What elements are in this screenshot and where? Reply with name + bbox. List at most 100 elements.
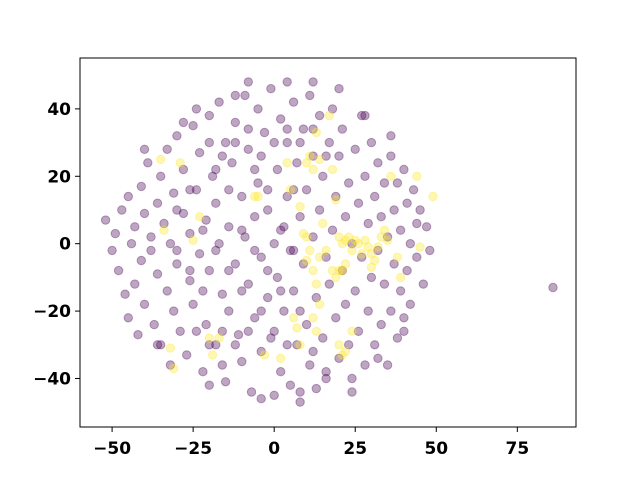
data-point-class-1 (311, 127, 321, 138)
data-point-class-0 (405, 299, 415, 309)
data-point-class-0 (185, 185, 195, 195)
data-point-class-0 (214, 97, 224, 107)
data-point-class-1 (301, 232, 312, 242)
data-point-class-0 (308, 124, 318, 134)
data-point-class-0 (389, 205, 399, 215)
data-point-class-1 (308, 164, 318, 175)
data-point-class-1 (321, 245, 331, 256)
data-point-class-0 (382, 360, 393, 370)
data-point-class-0 (386, 306, 396, 316)
scatter-points (100, 77, 558, 407)
data-point-class-0 (386, 131, 396, 141)
plot-frame (79, 57, 577, 428)
data-point-class-0 (425, 245, 435, 256)
data-point-class-0 (240, 90, 250, 101)
data-point-class-0 (379, 178, 390, 188)
data-point-class-0 (253, 178, 263, 188)
data-point-class-0 (156, 340, 166, 350)
y-tick-label: −20 (33, 302, 71, 322)
data-point-class-1 (392, 252, 403, 262)
data-point-class-0 (285, 245, 296, 256)
data-point-class-1 (298, 228, 309, 239)
data-point-class-0 (402, 198, 412, 208)
x-tick-label: 0 (268, 439, 280, 459)
data-point-class-1 (334, 340, 344, 350)
data-point-class-0 (256, 252, 266, 262)
data-point-class-0 (276, 114, 286, 124)
data-point-class-0 (204, 265, 215, 276)
data-point-class-1 (288, 313, 299, 323)
x-tick-label: 25 (343, 439, 367, 459)
data-point-class-0 (308, 232, 318, 242)
data-point-class-0 (172, 131, 182, 141)
data-point-class-0 (230, 90, 241, 101)
data-point-class-0 (250, 245, 260, 256)
data-point-class-0 (136, 255, 147, 266)
data-point-class-0 (301, 319, 312, 330)
data-point-class-0 (107, 245, 117, 256)
data-point-class-1 (379, 225, 390, 235)
data-point-class-0 (162, 144, 172, 155)
data-point-class-0 (308, 77, 318, 87)
data-point-class-0 (185, 228, 195, 239)
data-point-class-0 (191, 326, 202, 336)
data-point-class-0 (246, 387, 257, 397)
data-point-class-0 (279, 222, 289, 232)
data-point-class-0 (282, 191, 292, 202)
data-point-class-0 (360, 171, 370, 182)
data-point-class-0 (191, 185, 202, 195)
data-point-class-1 (340, 346, 351, 357)
data-point-class-0 (250, 212, 260, 222)
data-point-class-0 (194, 148, 205, 158)
y-tick-label: −40 (33, 369, 71, 389)
data-point-class-0 (237, 225, 247, 235)
data-point-class-1 (301, 255, 312, 266)
data-point-class-0 (288, 185, 299, 195)
data-point-class-1 (327, 265, 338, 276)
data-point-class-0 (243, 77, 254, 87)
data-point-class-0 (240, 232, 250, 242)
data-point-class-1 (207, 350, 218, 360)
data-point-class-0 (165, 360, 176, 370)
data-point-class-0 (136, 181, 147, 192)
data-point-class-0 (279, 306, 289, 316)
data-point-class-0 (360, 360, 370, 370)
data-point-class-1 (165, 343, 176, 353)
data-point-class-0 (276, 286, 286, 296)
data-point-class-0 (399, 326, 409, 336)
data-point-class-0 (230, 117, 241, 128)
data-point-class-1 (159, 225, 169, 235)
data-point-class-0 (363, 218, 373, 229)
data-point-class-0 (256, 151, 266, 161)
data-point-class-0 (373, 353, 383, 363)
data-point-class-0 (269, 390, 279, 400)
data-point-class-0 (243, 279, 254, 289)
data-point-class-0 (363, 306, 373, 316)
data-point-class-0 (272, 164, 283, 175)
data-point-class-1 (308, 313, 318, 323)
data-point-class-0 (156, 171, 166, 182)
data-point-class-0 (263, 205, 273, 215)
data-point-class-0 (230, 340, 241, 350)
data-point-class-0 (308, 151, 318, 161)
data-point-class-1 (337, 265, 347, 276)
data-point-class-0 (344, 340, 354, 350)
data-point-class-1 (314, 252, 325, 262)
data-point-class-0 (298, 124, 309, 134)
data-point-class-0 (340, 212, 351, 222)
data-point-class-1 (301, 158, 312, 168)
data-point-class-0 (169, 188, 179, 198)
data-point-class-1 (350, 235, 360, 246)
data-point-class-0 (256, 394, 266, 404)
data-point-class-0 (399, 313, 409, 323)
data-point-class-1 (253, 191, 263, 202)
data-point-class-1 (308, 265, 318, 276)
data-point-class-0 (126, 239, 137, 249)
data-point-class-0 (298, 259, 309, 269)
data-point-class-0 (324, 279, 334, 289)
data-point-class-0 (201, 319, 211, 330)
data-point-class-1 (331, 272, 341, 283)
data-point-class-0 (188, 121, 198, 131)
data-point-class-0 (230, 137, 241, 148)
x-tick-label: −50 (93, 439, 131, 459)
